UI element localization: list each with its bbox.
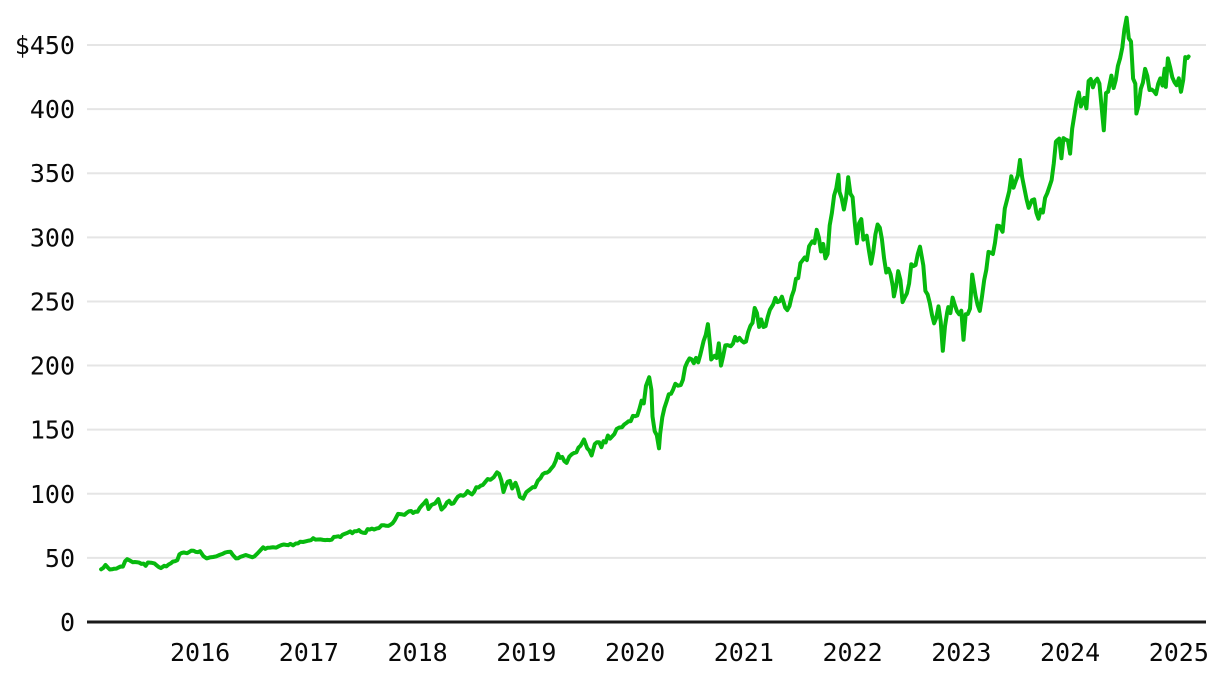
x-tick-label: 2016: [170, 638, 230, 667]
y-tick-label: $450: [15, 31, 75, 60]
x-tick-label: 2024: [1040, 638, 1100, 667]
y-tick-label: 150: [30, 416, 75, 445]
x-tick-label: 2017: [279, 638, 339, 667]
x-tick-label: 2022: [822, 638, 882, 667]
y-tick-label: 50: [45, 544, 75, 573]
y-tick-label: 300: [30, 223, 75, 252]
y-tick-label: 350: [30, 159, 75, 188]
y-tick-label: 400: [30, 95, 75, 124]
price-line-series: [99, 15, 1191, 572]
y-tick-label: 250: [30, 287, 75, 316]
x-tick-label: 2023: [931, 638, 991, 667]
x-tick-label: 2021: [714, 638, 774, 667]
x-tick-label: 2025: [1149, 638, 1209, 667]
x-tick-label: 2019: [496, 638, 556, 667]
y-tick-label: 0: [60, 608, 75, 637]
y-tick-label: 100: [30, 480, 75, 509]
y-tick-label: 200: [30, 352, 75, 381]
x-tick-label: 2018: [387, 638, 447, 667]
x-tick-label: 2020: [605, 638, 665, 667]
